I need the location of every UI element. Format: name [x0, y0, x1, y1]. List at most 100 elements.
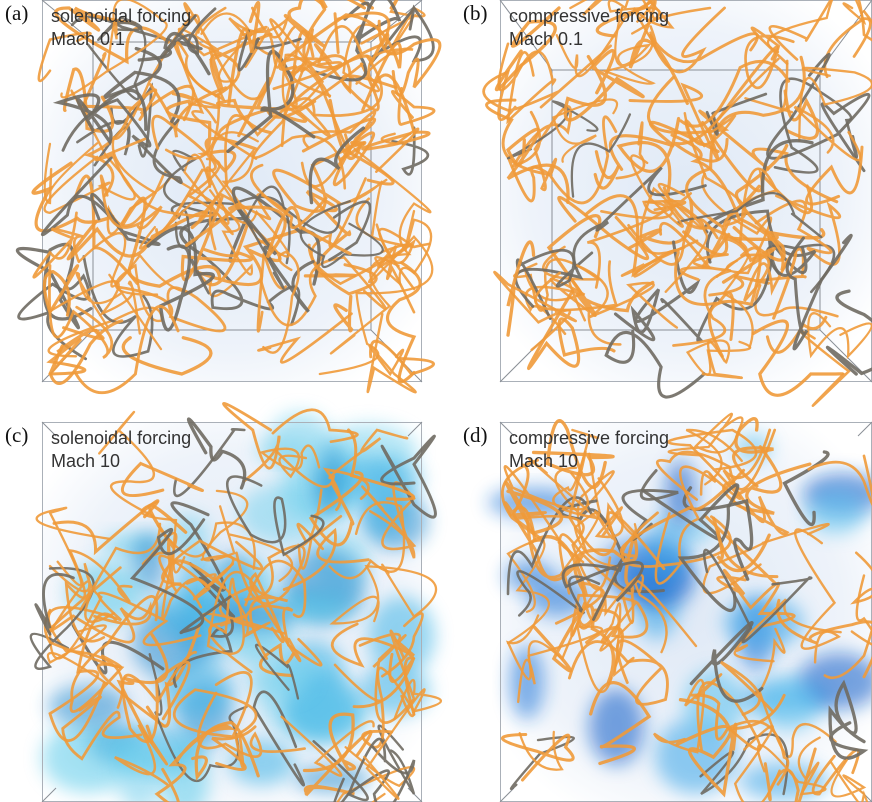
streamline	[683, 57, 780, 146]
streamline	[732, 143, 789, 262]
density-blob	[805, 489, 866, 535]
streamline	[156, 521, 256, 570]
streamline	[785, 233, 853, 351]
streamline	[482, 44, 612, 121]
cube-diagonal	[499, 421, 515, 437]
streamline	[302, 712, 356, 773]
streamline	[184, 202, 352, 259]
streamline	[46, 326, 105, 376]
streamline	[158, 554, 235, 592]
streamline	[308, 126, 366, 205]
panel-subtitle: Mach 0.1	[51, 29, 125, 49]
streamline	[523, 268, 587, 322]
streamline	[328, 501, 406, 580]
streamline	[494, 6, 561, 92]
streamline	[83, 88, 158, 198]
streamline	[506, 539, 550, 645]
streamline	[672, 45, 779, 163]
streamline	[567, 639, 669, 706]
streamline	[576, 264, 679, 329]
streamline	[43, 142, 99, 205]
streamline	[531, 419, 615, 489]
streamline	[721, 228, 826, 284]
streamline	[73, 174, 139, 285]
streamline	[702, 548, 813, 644]
streamline	[256, 252, 287, 333]
streamline	[226, 475, 325, 557]
streamline	[99, 174, 163, 230]
streamline	[679, 59, 791, 128]
streamline	[191, 720, 260, 781]
streamline	[505, 614, 613, 693]
streamline	[48, 280, 141, 335]
streamline	[262, 250, 300, 354]
streamline	[226, 49, 316, 154]
streamline	[763, 747, 817, 802]
streamline	[594, 477, 624, 540]
streamline	[244, 604, 323, 667]
streamline	[173, 428, 246, 498]
streamline	[121, 650, 197, 743]
streamline	[627, 216, 719, 266]
streamline	[689, 621, 764, 703]
streamline	[32, 211, 84, 279]
streamline	[613, 240, 701, 342]
streamline	[667, 412, 744, 457]
streamline	[48, 562, 103, 660]
streamline	[634, 579, 698, 654]
streamline	[175, 41, 258, 160]
streamline	[300, 110, 377, 188]
streamline	[825, 289, 872, 376]
streamline	[805, 145, 864, 206]
streamline	[37, 31, 92, 83]
streamline	[754, 194, 842, 266]
streamline	[252, 690, 306, 787]
panel-title: solenoidal forcing	[51, 428, 191, 448]
streamline	[391, 126, 430, 176]
streamline	[269, 18, 331, 111]
streamline	[259, 255, 387, 327]
streamline	[329, 147, 432, 355]
streamline	[776, 598, 872, 679]
streamline	[358, 629, 416, 724]
streamline	[283, 0, 374, 48]
streamline	[149, 83, 228, 138]
streamline	[504, 480, 564, 535]
streamline	[493, 270, 577, 352]
streamline	[609, 120, 720, 171]
streamline	[79, 522, 162, 623]
streamline	[201, 489, 294, 582]
density-blob	[527, 578, 589, 617]
streamline	[527, 288, 616, 370]
streamline	[94, 137, 221, 218]
streamline	[29, 566, 95, 670]
streamline	[657, 182, 705, 230]
streamline	[60, 0, 168, 99]
streamline	[793, 105, 862, 162]
streamline	[756, 736, 827, 796]
streamline	[170, 195, 291, 295]
streamline	[506, 496, 593, 596]
streamline	[146, 226, 216, 332]
streamline	[682, 55, 806, 257]
panel-subtitle: Mach 0.1	[509, 29, 583, 49]
streamline	[628, 82, 720, 161]
streamline	[69, 595, 166, 728]
streamline	[375, 127, 420, 173]
streamline	[599, 602, 637, 678]
streamline	[773, 77, 859, 174]
streamline	[363, 679, 442, 800]
streamline	[518, 730, 564, 771]
streamline	[667, 428, 758, 500]
cube-diagonal	[407, 787, 423, 802]
streamline	[616, 116, 681, 198]
streamline	[114, 723, 169, 786]
streamline	[46, 566, 152, 644]
streamline	[147, 503, 226, 590]
streamline	[140, 500, 186, 574]
panel-label: (a)	[5, 1, 28, 25]
streamline	[685, 428, 743, 486]
streamline	[98, 410, 156, 518]
streamline	[102, 46, 181, 125]
streamline	[503, 465, 590, 564]
